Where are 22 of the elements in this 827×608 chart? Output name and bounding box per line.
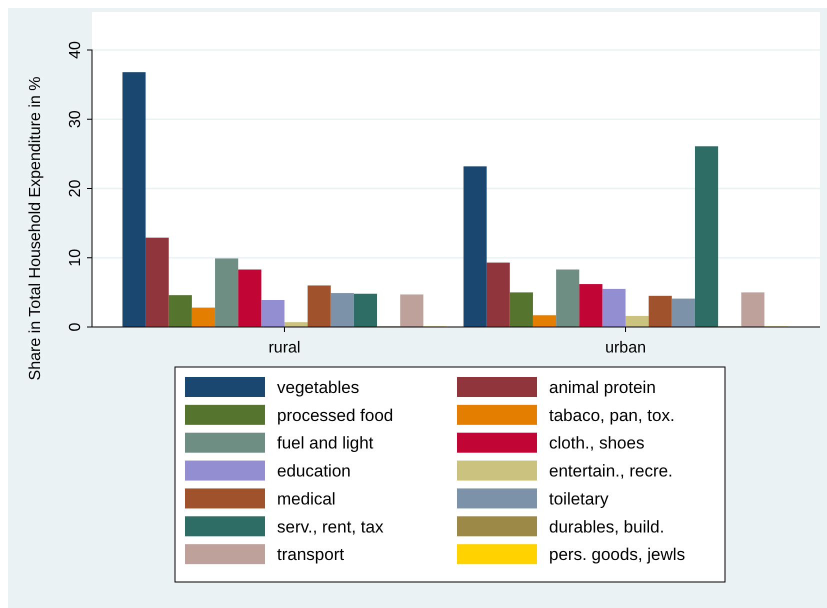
y-axis-title: Share in Total Household Expenditure in % xyxy=(27,76,44,380)
x-tick-label: urban xyxy=(605,340,646,357)
legend-label: tabaco, pan, tox. xyxy=(549,406,675,425)
y-tick-label: 10 xyxy=(67,248,84,267)
legend-label: processed food xyxy=(277,406,394,425)
legend-label: pers. goods, jewls xyxy=(549,545,686,564)
legend-label: animal protein xyxy=(549,378,656,397)
y-tick-label: 20 xyxy=(67,180,84,198)
x-tick-label: rural xyxy=(268,340,300,357)
legend-label: transport xyxy=(277,545,344,564)
legend-label: serv., rent, tax xyxy=(277,517,384,536)
legend-label: cloth., shoes xyxy=(549,434,644,453)
y-tick-label: 0 xyxy=(67,322,84,332)
y-tick-label: 40 xyxy=(67,41,84,59)
legend-label: toiletary xyxy=(549,489,610,508)
legend-label: education xyxy=(277,462,351,481)
legend-label: fuel and light xyxy=(277,434,374,453)
legend-label: durables, build. xyxy=(549,517,664,536)
legend-label: medical xyxy=(277,489,336,508)
legend-label: entertain., recre. xyxy=(549,462,673,481)
y-tick-label: 30 xyxy=(67,110,84,128)
legend-label: vegetables xyxy=(277,378,360,397)
